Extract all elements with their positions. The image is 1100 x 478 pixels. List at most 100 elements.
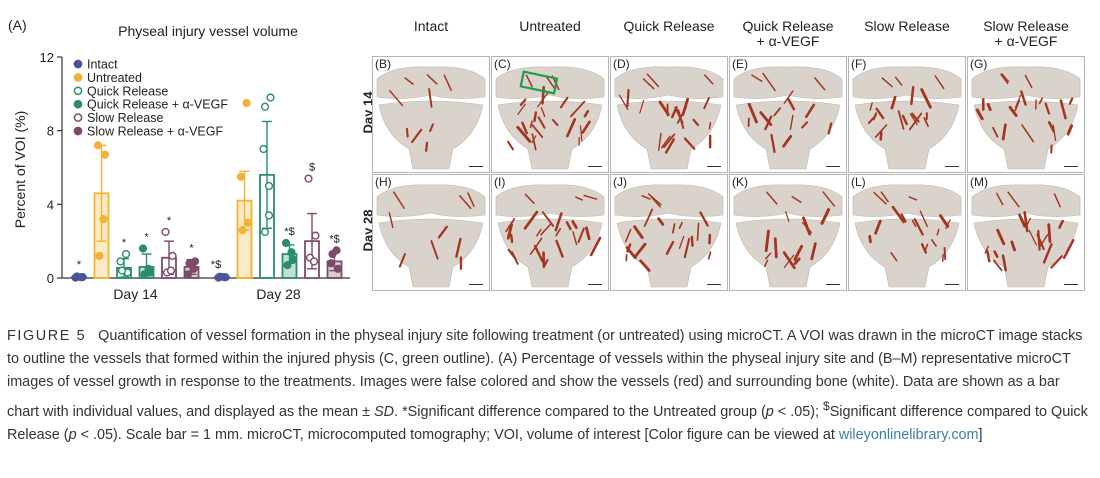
- vessel-stroke: [690, 235, 694, 247]
- vessel-stroke: [827, 122, 833, 135]
- significance-label: *: [189, 243, 194, 255]
- vessel-stroke: [747, 102, 758, 124]
- significance-label: $: [309, 162, 315, 174]
- vessel-stroke: [873, 191, 887, 205]
- data-point: [266, 93, 275, 102]
- caption-p2-text: < .05). Scale bar = 1 mm. microCT, micro…: [76, 426, 839, 443]
- chart-title: Physeal injury vessel volume: [118, 23, 298, 39]
- vessel-stroke: [1001, 123, 1007, 141]
- vessel-stroke: [867, 114, 877, 124]
- legend-marker: [73, 126, 83, 136]
- vessel-stroke: [1014, 94, 1022, 109]
- vessel-stroke: [890, 252, 898, 262]
- vessel-stroke: [625, 246, 637, 260]
- caption-end: ]: [978, 426, 983, 443]
- scale-bar: [469, 165, 483, 167]
- microct-image: [852, 184, 962, 288]
- epiphysis-shape: [376, 184, 486, 217]
- vessel-stroke: [642, 77, 655, 90]
- data-point: [168, 251, 177, 261]
- metaphysis-shape: [497, 100, 603, 170]
- wiley-link[interactable]: wileyonlinelibrary.com: [838, 426, 979, 443]
- vessel-stroke: [683, 237, 691, 259]
- legend-label: Untreated: [87, 71, 142, 85]
- column-header: Untreated: [487, 19, 613, 34]
- vessel-stroke: [523, 210, 539, 230]
- epiphysis-shape: [733, 184, 843, 217]
- vessel-stroke: [509, 233, 514, 244]
- vessel-stroke: [565, 221, 572, 231]
- vessel-stroke: [506, 223, 513, 240]
- panel-label: (I): [494, 175, 506, 189]
- vessel-stroke: [810, 242, 817, 261]
- microct-panel: (H): [372, 174, 490, 291]
- vessel-stroke: [1014, 99, 1021, 112]
- vessel-stroke: [890, 95, 897, 110]
- vessel-stroke: [785, 211, 790, 223]
- vessel-stroke: [665, 240, 675, 256]
- epiphysis-shape: [733, 66, 843, 99]
- vessel-stroke: [392, 191, 406, 210]
- vessel-stroke: [529, 120, 533, 129]
- vessel-stroke: [1023, 211, 1029, 233]
- data-point: [288, 255, 298, 264]
- panel-label: (H): [375, 175, 392, 189]
- panel-label: (J): [613, 175, 627, 189]
- vessel-stroke: [566, 118, 577, 138]
- column-header: Quick Release: [606, 19, 732, 34]
- metaphysis-shape: [378, 218, 484, 288]
- epiphysis-shape: [971, 184, 1081, 217]
- vessel-stroke: [467, 192, 475, 208]
- vessel-stroke: [585, 226, 591, 241]
- vessel-stroke: [762, 72, 777, 92]
- microct-image: [495, 184, 605, 288]
- legend-label: Intact: [87, 58, 118, 72]
- vessel-stroke: [624, 228, 632, 243]
- vessel-stroke: [533, 111, 538, 123]
- microct-image: [852, 66, 962, 170]
- vessel-stroke: [1068, 97, 1074, 105]
- data-point: [264, 181, 274, 191]
- microct-image: [495, 66, 605, 170]
- vessel-stroke: [524, 193, 535, 205]
- vessel-stroke: [909, 113, 918, 126]
- vessel-stroke: [572, 231, 578, 246]
- microct-panel: (I): [491, 174, 609, 291]
- vessel-stroke: [1038, 97, 1044, 105]
- vessel-stroke: [764, 229, 770, 253]
- data-point: [144, 264, 153, 273]
- vessel-stroke: [618, 94, 629, 111]
- vessel-stroke: [506, 140, 515, 151]
- vessel-stroke: [869, 102, 873, 111]
- vessel-stroke: [1028, 229, 1037, 246]
- significance-label: *: [167, 215, 172, 227]
- vessel-stroke: [589, 236, 602, 257]
- microct-image: [614, 184, 724, 288]
- vessel-stroke: [404, 77, 414, 86]
- epiphysis-shape: [852, 66, 962, 99]
- caption-p2: p: [68, 426, 77, 443]
- vessel-stroke: [511, 251, 519, 265]
- vessel-stroke: [1042, 243, 1053, 264]
- vessel-stroke: [1020, 90, 1027, 106]
- column-header-line1: Slow Release: [983, 18, 1069, 34]
- epiphysis-shape: [495, 184, 605, 217]
- microct-panel: (L): [848, 174, 966, 291]
- vessel-stroke: [577, 227, 585, 244]
- vessel-stroke: [555, 228, 562, 237]
- vessel-stroke: [559, 96, 569, 109]
- vessel-stroke: [579, 125, 583, 141]
- microct-image: [376, 184, 486, 288]
- column-header-line1: Quick Release: [742, 18, 834, 34]
- significance-label: *$: [329, 233, 339, 245]
- vessel-stroke: [696, 222, 700, 241]
- epiphysis-shape: [614, 66, 724, 99]
- vessel-stroke: [975, 108, 984, 121]
- vessel-stroke: [428, 88, 433, 108]
- data-point: [332, 246, 341, 255]
- scale-bar: [588, 165, 602, 167]
- caption-dollar: $: [823, 398, 830, 413]
- y-axis-label: Percent of VOI (%): [12, 111, 28, 228]
- vessel-stroke: [1059, 99, 1067, 120]
- data-point: [287, 248, 296, 257]
